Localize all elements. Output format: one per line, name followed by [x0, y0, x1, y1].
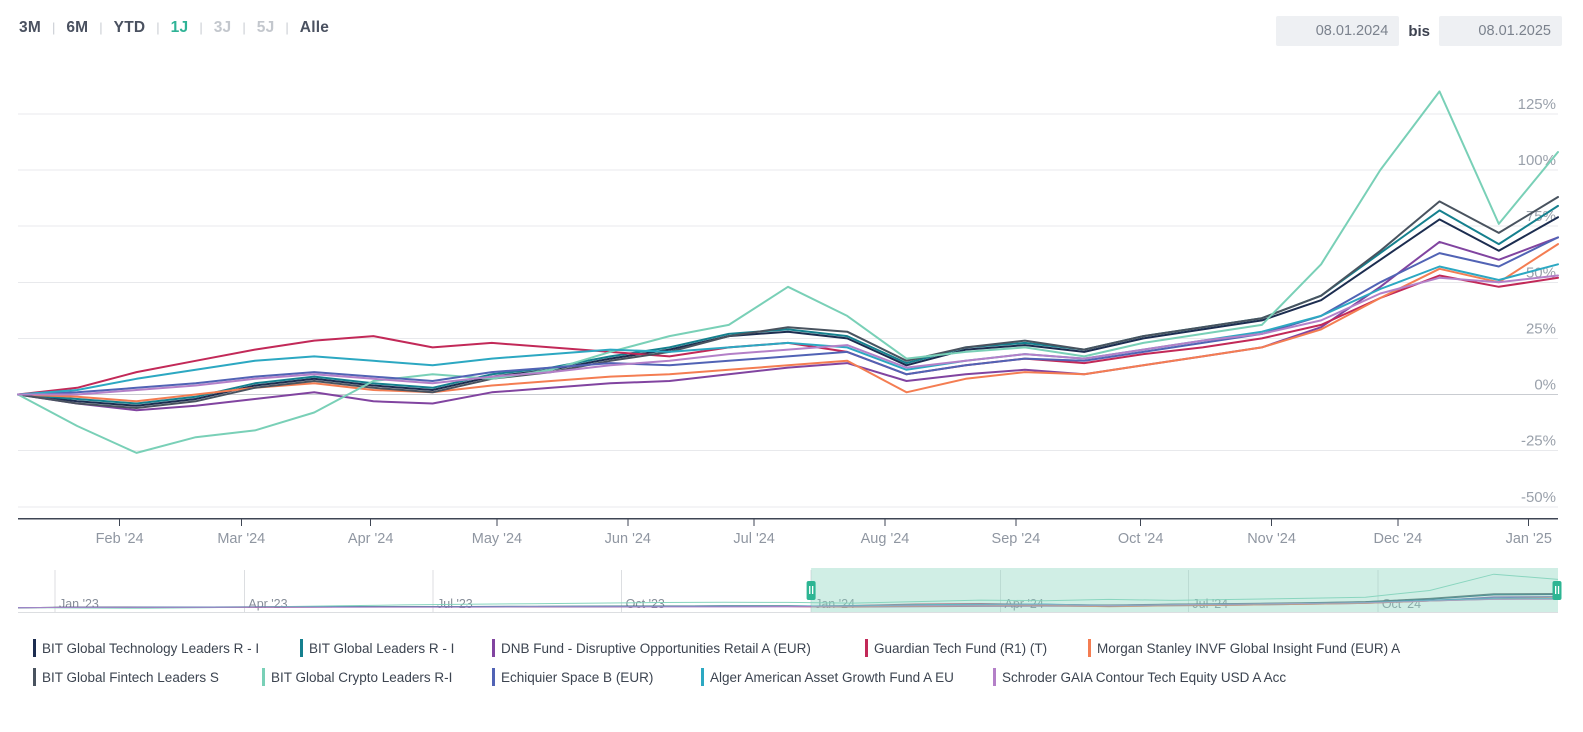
x-axis-label: Nov '24 [1247, 531, 1296, 547]
series-line-1[interactable] [17, 204, 1559, 405]
range-button-1j[interactable]: 1J [170, 19, 189, 36]
legend-color-marker [300, 639, 303, 657]
legend-item-7[interactable]: Echiquier Space B (EUR) [492, 667, 653, 687]
legend-label: BIT Global Crypto Leaders R-I [271, 669, 453, 685]
x-axis: Feb '24 Mar '24 Apr '24 May '24 Jun '24 Jul '… [18, 517, 1558, 547]
legend-item-6[interactable]: BIT Global Crypto Leaders R-I [262, 667, 452, 687]
legend-item-9[interactable]: Schroder GAIA Contour Tech Equity USD A … [993, 667, 1286, 687]
x-axis-label: Oct '24 [1118, 531, 1163, 547]
range-separator: | [156, 19, 160, 35]
navigator-series-line-9 [17, 598, 1559, 609]
time-range-selector: 3M | 6M | YTD | 1J | 3J | 5J | Alle [19, 19, 329, 37]
x-axis-label: Sep '24 [992, 531, 1041, 547]
legend-label: Guardian Tech Fund (R1) (T) [874, 640, 1048, 656]
range-button-5j: 5J [256, 19, 275, 36]
navigator-handle-right[interactable] [1552, 581, 1562, 600]
x-axis-label: Jan '25 [1506, 531, 1552, 547]
series-line-2[interactable] [17, 236, 1559, 412]
series-line-0[interactable] [17, 216, 1559, 407]
range-separator: | [285, 19, 289, 35]
legend-color-marker [33, 668, 36, 686]
legend-color-marker [993, 668, 996, 686]
legend-item-4[interactable]: Morgan Stanley INVF Global Insight Fund … [1088, 638, 1400, 658]
legend-label: BIT Global Leaders R - I [309, 640, 455, 656]
x-axis-label: Apr '24 [348, 531, 394, 547]
performance-chart: 125%100%75%50%25%0%-25%-50%Feb '24 Mar '2… [17, 90, 1562, 613]
x-axis-label: Feb '24 [96, 531, 144, 547]
range-separator: | [242, 19, 246, 35]
series-line-6[interactable] [17, 90, 1559, 454]
y-axis-label: -50% [1521, 489, 1556, 506]
x-axis-label: May '24 [472, 531, 522, 547]
y-axis-label: 0% [1534, 377, 1556, 394]
legend-color-marker [262, 668, 265, 686]
legend-item-3[interactable]: Guardian Tech Fund (R1) (T) [865, 638, 1047, 658]
series-line-7[interactable] [17, 236, 1559, 396]
series-line-9[interactable] [17, 274, 1559, 396]
date-between-label: bis [1408, 22, 1430, 40]
x-axis-label: Jul '24 [733, 531, 774, 547]
range-button-6m[interactable]: 6M [66, 19, 89, 36]
legend-label: Alger American Asset Growth Fund A EU [710, 669, 954, 685]
x-axis-label: Jun '24 [605, 531, 651, 547]
series-line-5[interactable] [17, 196, 1559, 409]
legend-label: BIT Global Technology Leaders R - I [42, 640, 260, 656]
navigator-selection[interactable] [811, 568, 1558, 612]
legend-label: Morgan Stanley INVF Global Insight Fund … [1097, 640, 1401, 656]
range-separator: | [51, 19, 56, 35]
legend-item-2[interactable]: DNB Fund - Disruptive Opportunities Reta… [492, 638, 811, 658]
legend-item-0[interactable]: BIT Global Technology Leaders R - I [33, 638, 259, 658]
date-from-input[interactable]: 08.01.2024 [1276, 16, 1400, 46]
legend-label: Echiquier Space B (EUR) [501, 669, 654, 685]
x-axis-label: Mar '24 [217, 531, 265, 547]
y-axis-label: -25% [1521, 433, 1556, 450]
legend-color-marker [492, 668, 495, 686]
navigator-handle-left[interactable] [806, 581, 816, 600]
navigator-axis-label: Apr '23 [248, 597, 287, 611]
legend-color-marker [865, 639, 868, 657]
range-button-3m[interactable]: 3M [19, 19, 41, 36]
range-separator: | [99, 19, 103, 35]
range-button-alle[interactable]: Alle [299, 19, 330, 36]
legend-label: Schroder GAIA Contour Tech Equity USD A … [1002, 669, 1287, 685]
legend-color-marker [701, 668, 704, 686]
legend-label: DNB Fund - Disruptive Opportunities Reta… [501, 640, 811, 656]
legend-item-5[interactable]: BIT Global Fintech Leaders S [33, 667, 219, 687]
x-axis-label: Dec '24 [1373, 531, 1422, 547]
legend-color-marker [33, 639, 36, 657]
x-axis-label: Aug '24 [861, 531, 910, 547]
legend-item-1[interactable]: BIT Global Leaders R - I [300, 638, 454, 658]
main-grid: 125%100%75%50%25%0%-25%-50% [18, 96, 1558, 508]
y-axis-label: 25% [1526, 320, 1556, 337]
legend-label: BIT Global Fintech Leaders S [42, 669, 219, 685]
series-line-8[interactable] [17, 263, 1559, 396]
date-to-input[interactable]: 08.01.2025 [1439, 16, 1562, 46]
navigator: Jan '23 Apr '23 Jul '23 Oct '23 Jan '24 Apr '… [17, 568, 1562, 613]
date-range-controls: 08.01.2024 bis 08.01.2025 [1276, 16, 1562, 46]
navigator-axis-label: Oct '23 [626, 597, 665, 611]
range-button-ytd[interactable]: YTD [113, 19, 146, 36]
legend-color-marker [492, 639, 495, 657]
series-lines [17, 90, 1559, 454]
range-separator: | [199, 19, 203, 35]
legend-color-marker [1088, 639, 1091, 657]
legend-item-8[interactable]: Alger American Asset Growth Fund A EU [701, 667, 954, 687]
range-button-3j: 3J [213, 19, 232, 36]
y-axis-label: 125% [1518, 96, 1556, 113]
navigator-axis-label: Jan '23 [59, 597, 99, 611]
